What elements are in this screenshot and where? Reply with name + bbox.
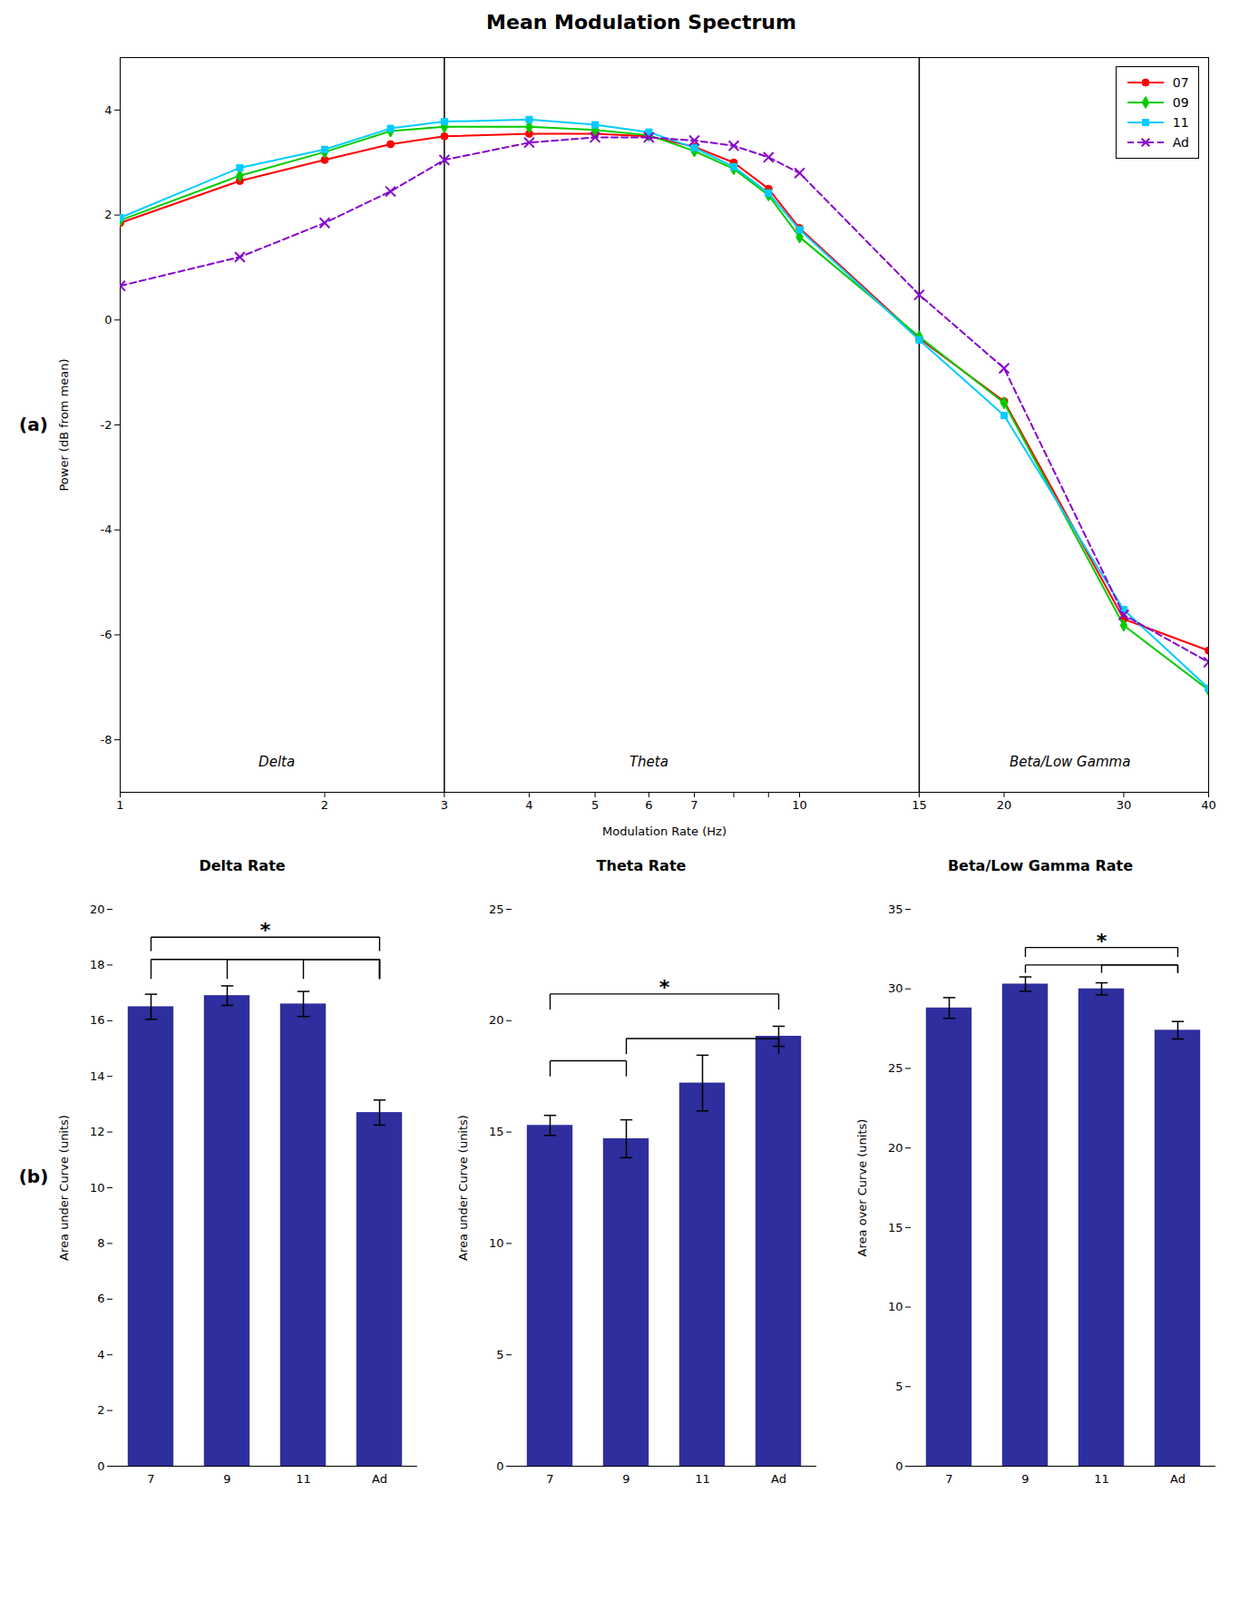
svg-text:16: 16 xyxy=(89,1013,106,1027)
svg-text:10: 10 xyxy=(488,1236,505,1250)
svg-text:12: 12 xyxy=(89,1124,106,1139)
svg-text:Ad: Ad xyxy=(770,1472,787,1486)
svg-text:15: 15 xyxy=(488,1124,505,1139)
svg-text:7: 7 xyxy=(690,798,698,812)
svg-text:Area over Curve (units): Area over Curve (units) xyxy=(855,1119,869,1258)
svg-text:3: 3 xyxy=(440,798,449,812)
svg-text:Delta: Delta xyxy=(258,753,295,771)
svg-text:*: * xyxy=(659,975,671,999)
svg-text:1: 1 xyxy=(116,798,124,812)
svg-text:8: 8 xyxy=(97,1236,105,1250)
svg-text:11: 11 xyxy=(295,1472,312,1486)
svg-text:Area under Curve (units): Area under Curve (units) xyxy=(456,1114,470,1261)
svg-text:20: 20 xyxy=(488,1013,505,1027)
svg-text:Ad: Ad xyxy=(1170,1472,1186,1486)
svg-text:30: 30 xyxy=(1116,798,1132,812)
svg-text:2: 2 xyxy=(321,798,329,812)
svg-text:10: 10 xyxy=(89,1180,106,1195)
svg-text:7: 7 xyxy=(146,1472,155,1486)
svg-text:Ad: Ad xyxy=(371,1472,388,1486)
svg-text:35: 35 xyxy=(887,902,904,917)
svg-text:40: 40 xyxy=(1200,798,1217,812)
html-text:11: 11 xyxy=(1172,115,1189,130)
svg-text:15: 15 xyxy=(911,798,927,812)
html-text:Delta Rate: Delta Rate xyxy=(199,857,286,875)
svg-text:6: 6 xyxy=(644,798,653,812)
html-text:07: 07 xyxy=(1172,75,1189,90)
svg-text:9: 9 xyxy=(1021,1472,1029,1486)
svg-text:7: 7 xyxy=(546,1472,554,1486)
svg-text:-6: -6 xyxy=(100,627,113,642)
svg-text:-4: -4 xyxy=(100,522,113,537)
svg-text:4: 4 xyxy=(97,1347,105,1362)
svg-text:Area under Curve (units): Area under Curve (units) xyxy=(57,1114,71,1261)
svg-text:20: 20 xyxy=(89,902,106,917)
svg-text:25: 25 xyxy=(887,1061,904,1075)
svg-text:-8: -8 xyxy=(100,732,113,747)
html-text:Theta Rate: Theta Rate xyxy=(596,857,687,875)
svg-text:7: 7 xyxy=(945,1472,953,1486)
html-text:09: 09 xyxy=(1172,95,1189,110)
svg-text:20: 20 xyxy=(887,1141,904,1155)
svg-text:10: 10 xyxy=(791,798,808,812)
svg-text:4: 4 xyxy=(104,103,112,118)
svg-text:4: 4 xyxy=(525,798,533,812)
svg-text:5: 5 xyxy=(591,798,599,812)
svg-text:9: 9 xyxy=(622,1472,630,1486)
svg-text:11: 11 xyxy=(1093,1472,1110,1486)
html-text:(b): (b) xyxy=(18,1165,49,1187)
svg-text:6: 6 xyxy=(97,1291,105,1306)
svg-text:Power (dB from mean): Power (dB from mean) xyxy=(57,358,71,491)
svg-text:11: 11 xyxy=(694,1472,711,1486)
html-text:Ad: Ad xyxy=(1172,135,1190,150)
svg-text:10: 10 xyxy=(887,1299,904,1314)
svg-text:0: 0 xyxy=(97,1459,105,1474)
svg-text:Modulation Rate (Hz): Modulation Rate (Hz) xyxy=(602,824,727,839)
svg-text:Beta/Low Gamma: Beta/Low Gamma xyxy=(1009,753,1131,771)
svg-text:25: 25 xyxy=(488,902,505,917)
svg-text:5: 5 xyxy=(895,1379,903,1394)
svg-text:0: 0 xyxy=(496,1459,504,1474)
html-text:(a): (a) xyxy=(19,413,48,435)
svg-text:15: 15 xyxy=(887,1220,904,1235)
svg-text:18: 18 xyxy=(89,957,106,972)
svg-text:14: 14 xyxy=(89,1069,106,1084)
svg-text:30: 30 xyxy=(887,981,904,996)
html-text:Beta/Low Gamma Rate: Beta/Low Gamma Rate xyxy=(947,857,1133,875)
svg-text:20: 20 xyxy=(996,798,1013,812)
svg-text:0: 0 xyxy=(895,1459,903,1474)
svg-text:5: 5 xyxy=(496,1347,504,1362)
svg-text:2: 2 xyxy=(97,1403,105,1417)
svg-text:9: 9 xyxy=(223,1472,231,1486)
svg-text:2: 2 xyxy=(104,207,112,222)
svg-text:Theta: Theta xyxy=(629,753,669,771)
svg-text:-2: -2 xyxy=(100,418,113,432)
html-text:Mean Modulation Spectrum: Mean Modulation Spectrum xyxy=(486,10,797,34)
svg-text:*: * xyxy=(260,918,272,942)
svg-text:*: * xyxy=(1096,929,1108,953)
svg-text:0: 0 xyxy=(104,312,112,327)
